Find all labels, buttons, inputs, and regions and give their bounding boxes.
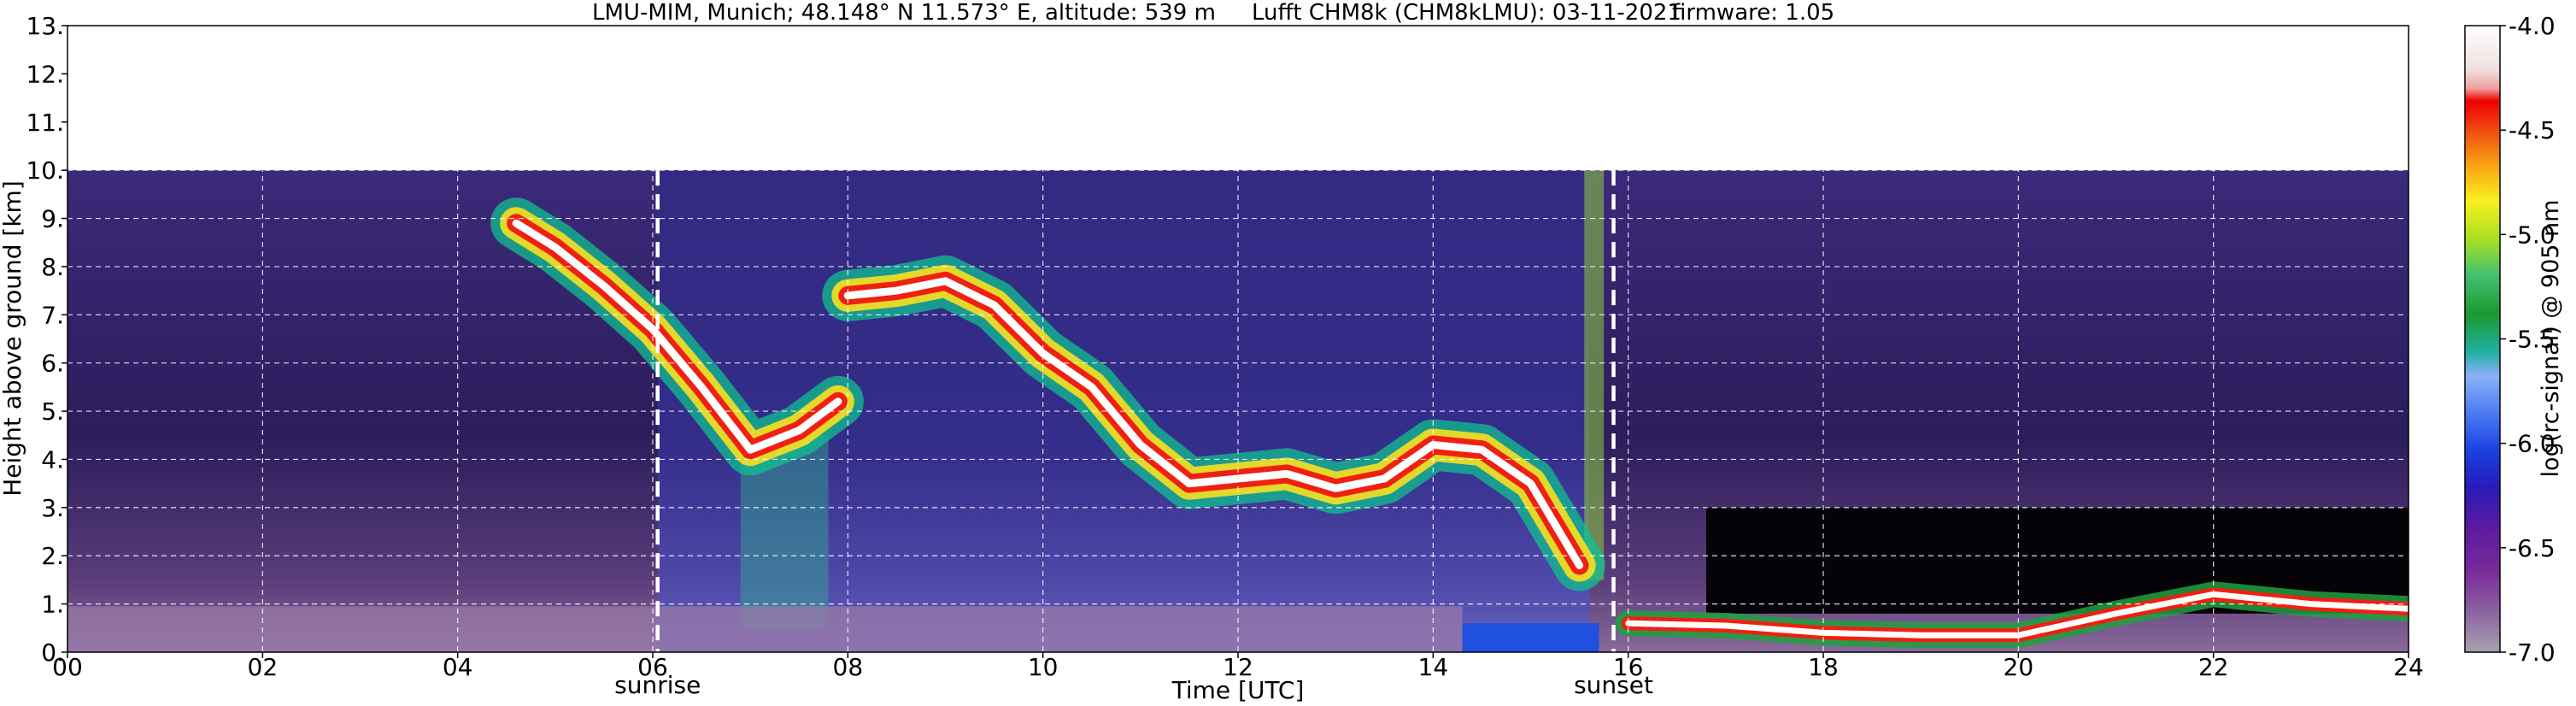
colorbar-tick-label: -7.0 (2509, 638, 2555, 667)
y-tick-label: 1. (41, 591, 64, 619)
colorbar (2464, 25, 2501, 653)
annotation-label-sunrise: sunrise (614, 671, 701, 699)
low-layer-signal (67, 606, 1463, 652)
afternoon-surface-signal (1462, 623, 1599, 652)
x-tick-label: 16 (1613, 653, 1644, 681)
title-firmware: firmware: 1.05 (1672, 0, 1835, 26)
x-tick-label: 18 (1808, 653, 1839, 681)
y-tick-label: 4. (41, 445, 64, 474)
y-tick-label: 3. (41, 494, 64, 522)
y-tick-label: 8. (41, 253, 64, 281)
y-tick-label: 2. (41, 542, 64, 570)
chart-title: LMU-MIM, Munich; 48.148° N 11.573° E, al… (0, 0, 2576, 29)
colorbar-tick-label: -6.5 (2509, 534, 2555, 562)
x-tick-label: 00 (52, 653, 83, 681)
x-tick-label: 06 (637, 653, 668, 681)
colorbar-tick-label: -4.5 (2509, 116, 2555, 144)
colorbar-tick-label: -6.0 (2509, 430, 2555, 458)
x-axis-label: Time [UTC] (1171, 676, 1305, 704)
x-tick-label: 22 (2198, 653, 2229, 681)
title-instrument: Lufft CHM8k (CHM8kLMU): 03-11-2021 (1252, 0, 1681, 26)
boundary-layer-peak (1625, 591, 2409, 638)
y-tick-label: 9. (41, 205, 64, 233)
sunset-signal (1584, 170, 1605, 580)
x-tick-label: 08 (833, 653, 864, 681)
colorbar-label: log(rc-signal) @ 905 nm (2538, 200, 2564, 478)
y-tick-label: 5. (41, 397, 64, 426)
y-tick-label: 11. (26, 109, 64, 137)
x-tick-label: 04 (443, 653, 473, 681)
colorbar-tick-label: -5.0 (2509, 221, 2555, 249)
y-tick-label: 0. (41, 638, 64, 667)
grid-lines (67, 26, 2409, 652)
x-tick-label: 10 (1028, 653, 1059, 681)
x-tick-label: 12 (1223, 653, 1253, 681)
y-axis-label: Height above ground [km] (0, 180, 26, 497)
x-tick-label: 24 (2393, 653, 2424, 681)
x-tick-label: 20 (2004, 653, 2034, 681)
colorbar-tick-label: -4.0 (2509, 12, 2555, 40)
x-tick-label: 14 (1418, 653, 1449, 681)
y-tick-label: 10. (26, 156, 64, 185)
y-tick-label: 6. (41, 350, 64, 378)
y-tick-label: 7. (41, 301, 64, 329)
colorbar-tick-label: -5.5 (2509, 326, 2555, 354)
cloud-layer-peak-2 (843, 277, 1584, 569)
y-tick-label: 13. (26, 12, 64, 40)
x-tick-label: 02 (248, 653, 279, 681)
annotation-label-sunset: sunset (1574, 671, 1653, 699)
y-tick-label: 12. (26, 60, 64, 88)
title-site: LMU-MIM, Munich; 48.148° N 11.573° E, al… (592, 0, 1216, 26)
cloud-layer-peak-1 (512, 219, 842, 454)
